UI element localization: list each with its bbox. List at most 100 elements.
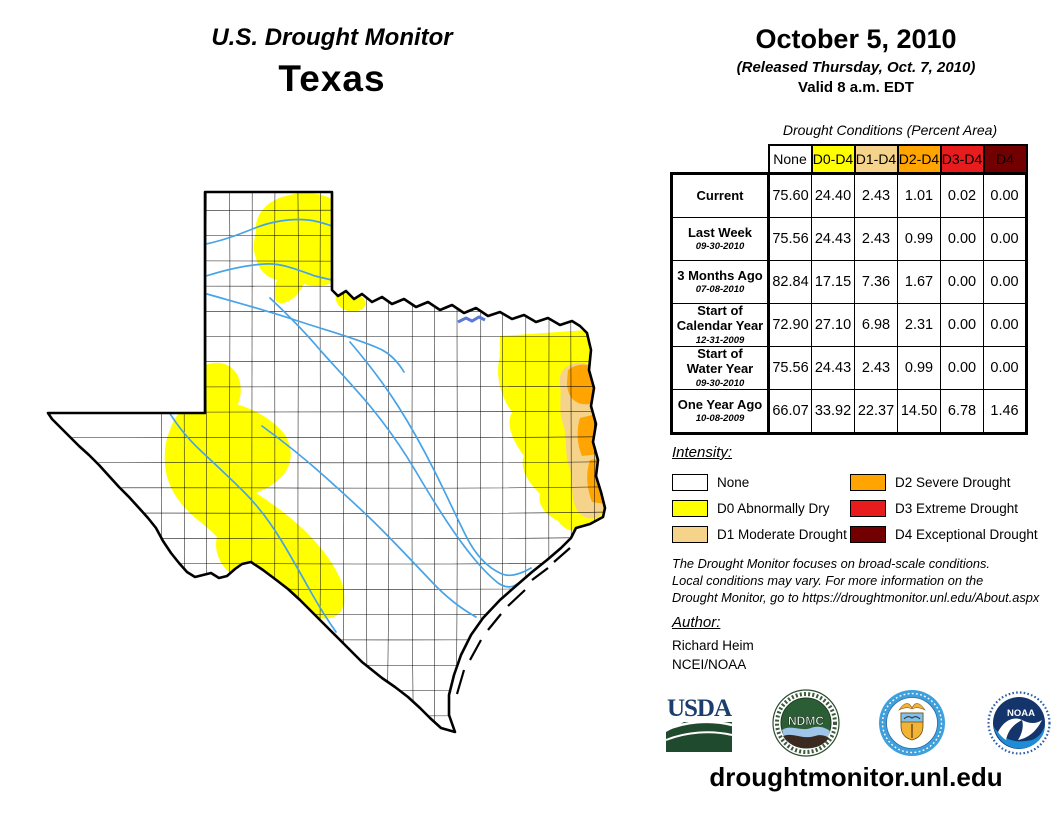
table-cell: 0.00: [983, 172, 1028, 218]
row-label-cell: Current: [670, 172, 770, 218]
svg-text:NOAA: NOAA: [1007, 708, 1035, 719]
d0-swatch: [672, 499, 708, 517]
col-header-d2d4: D2-D4: [896, 144, 942, 175]
release-date: (Released Thursday, Oct. 7, 2010): [736, 59, 976, 76]
date-block: October 5, 2010 (Released Thursday, Oct.…: [660, 24, 1052, 96]
usda-logo: USDA: [665, 695, 733, 752]
table-cell: 2.43: [854, 346, 898, 390]
table-cell: 2.43: [854, 217, 898, 261]
d1-swatch: [672, 525, 708, 543]
table-caption: Drought Conditions (Percent Area): [782, 122, 998, 138]
texas-drought-map: [46, 190, 607, 734]
col-header-d1d4: D1-D4: [853, 144, 899, 175]
table-cell: 0.00: [940, 303, 984, 347]
table-header-row: None D0-D4 D1-D4 D2-D4 D3-D4 D4: [671, 144, 1028, 175]
texas-state-border: [46, 190, 607, 734]
col-header-d0d4: D0-D4: [810, 144, 856, 175]
legend-title: Intensity:: [672, 444, 733, 461]
legend-item-d4: D4 Exceptional Drought: [850, 521, 1052, 547]
author-title: Author:: [672, 614, 721, 631]
row-label-cell: Start of Water Year 09-30-2010: [670, 346, 770, 390]
table-cell: 24.43: [811, 346, 855, 390]
map-date: October 5, 2010: [755, 24, 957, 54]
table-row: Current 75.60 24.40 2.43 1.01 0.02 0.00: [670, 172, 1028, 218]
table-cell: 0.99: [897, 217, 941, 261]
legend-item-d3: D3 Extreme Drought: [850, 495, 1052, 521]
table-cell: 14.50: [897, 389, 941, 435]
table-cell: 66.07: [768, 389, 812, 435]
intensity-legend: Intensity: None D0 Abnormally Dry D1 Mod…: [672, 444, 1052, 547]
table-row: 3 Months Ago 07-08-2010 82.84 17.15 7.36…: [670, 260, 1028, 304]
table-cell: 0.99: [897, 346, 941, 390]
rivers: [162, 218, 532, 633]
website-url: droughtmonitor.unl.edu: [709, 762, 1003, 792]
table-cell: 72.90: [768, 303, 812, 347]
row-label-cell: 3 Months Ago 07-08-2010: [670, 260, 770, 304]
table-row: Start of Calendar Year 12-31-2009 72.90 2…: [670, 303, 1028, 347]
table-cell: 24.43: [811, 217, 855, 261]
table-cell: 22.37: [854, 389, 898, 435]
table-cell: 7.36: [854, 260, 898, 304]
row-label-cell: One Year Ago 10-08-2009: [670, 389, 770, 435]
table-cell: 0.02: [940, 172, 984, 218]
doc-seal-logo: [879, 690, 946, 756]
author-block: Author: Richard Heim NCEI/NOAA: [672, 614, 754, 672]
table-cell: 6.98: [854, 303, 898, 347]
lake-texoma: [457, 315, 486, 324]
none-swatch: [672, 473, 708, 491]
table-cell: 0.00: [983, 260, 1028, 304]
col-header-d4: D4: [982, 144, 1028, 175]
d2-swatch: [850, 473, 886, 491]
noaa-logo: NOAA: [985, 690, 1052, 756]
table-cell: 1.67: [897, 260, 941, 304]
author-org: NCEI/NOAA: [672, 657, 747, 672]
row-label-cell: Start of Calendar Year 12-31-2009: [670, 303, 770, 347]
table-row: Last Week 09-30-2010 75.56 24.43 2.43 0.…: [670, 217, 1028, 261]
col-header-d3d4: D3-D4: [939, 144, 985, 175]
table-row: One Year Ago 10-08-2009 66.07 33.92 22.3…: [670, 389, 1028, 435]
table-cell: 24.40: [811, 172, 855, 218]
table-cell: 33.92: [811, 389, 855, 435]
d4-swatch: [850, 525, 886, 543]
table-cell: 0.00: [983, 303, 1028, 347]
disclaimer-text: The Drought Monitor focuses on broad-sca…: [672, 556, 1040, 605]
logo-row: USDA NDMC NOAA: [664, 688, 1054, 758]
svg-text:NDMC: NDMC: [788, 714, 824, 728]
page-title: U.S. Drought Monitor: [211, 24, 453, 51]
table-cell: 0.00: [940, 217, 984, 261]
col-header-none: None: [767, 144, 813, 175]
table-cell: 75.56: [768, 346, 812, 390]
table-cell: 2.31: [897, 303, 941, 347]
table-cell: 75.56: [768, 217, 812, 261]
texas-state-fill: [48, 192, 605, 732]
author-name: Richard Heim: [672, 638, 754, 653]
table-cell: 1.01: [897, 172, 941, 218]
table-cell: 2.43: [854, 172, 898, 218]
table-row: Start of Water Year 09-30-2010 75.56 24.4…: [670, 346, 1028, 390]
table-corner-cell: [671, 145, 769, 174]
table-cell: 0.00: [940, 346, 984, 390]
table-cell: 0.00: [983, 346, 1028, 390]
valid-time: Valid 8 a.m. EDT: [798, 79, 914, 96]
table-cell: 6.78: [940, 389, 984, 435]
table-cell: 27.10: [811, 303, 855, 347]
d3-swatch: [850, 499, 886, 517]
state-title: Texas: [278, 58, 386, 99]
title-block: U.S. Drought Monitor Texas: [132, 24, 532, 100]
row-label-cell: Last Week 09-30-2010: [670, 217, 770, 261]
legend-item-d1: D1 Moderate Drought: [672, 521, 850, 547]
table-cell: 1.46: [983, 389, 1028, 435]
legend-item-d0: D0 Abnormally Dry: [672, 495, 850, 521]
table-cell: 17.15: [811, 260, 855, 304]
legend-item-d2: D2 Severe Drought: [850, 469, 1052, 495]
drought-conditions-table: None D0-D4 D1-D4 D2-D4 D3-D4 D4 Current …: [670, 144, 1028, 435]
table-cell: 0.00: [940, 260, 984, 304]
table-cell: 75.60: [768, 172, 812, 218]
table-cell: 0.00: [983, 217, 1028, 261]
table-cell: 82.84: [768, 260, 812, 304]
d3-extreme-drought-spot: [604, 455, 605, 467]
gulf-barrier-islands: [455, 547, 571, 695]
ndmc-logo: NDMC: [772, 689, 840, 757]
svg-text:USDA: USDA: [667, 695, 732, 722]
